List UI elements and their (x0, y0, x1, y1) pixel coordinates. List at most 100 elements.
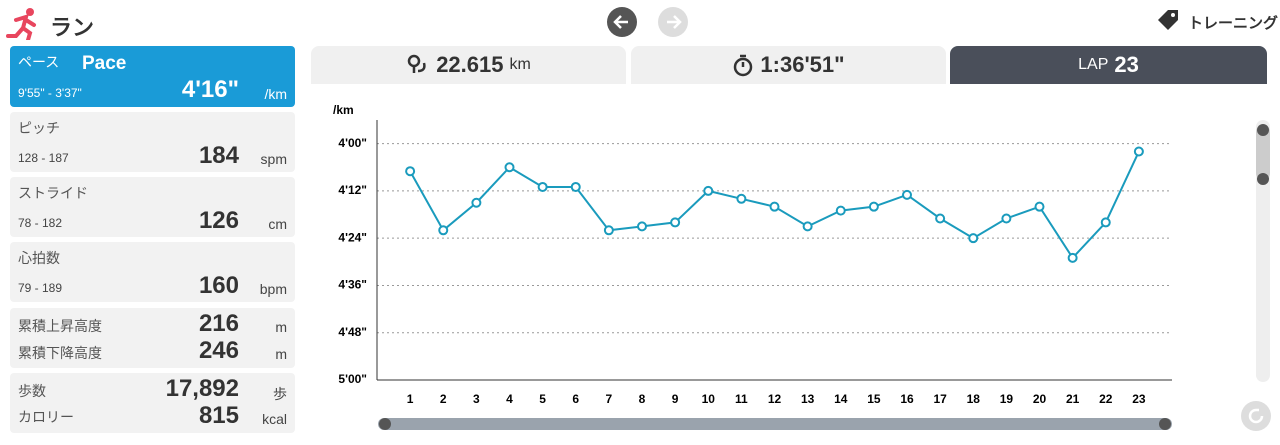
elevation-card: 累積上昇高度 216 m 累積下降高度 246 m (10, 308, 295, 368)
x-tick-label: 14 (834, 392, 848, 406)
pace-point (1001, 213, 1012, 224)
x-tick-label: 20 (1033, 392, 1047, 406)
y-axis-label: /km (333, 103, 354, 117)
stat-value: 126 (198, 207, 239, 234)
pace-point (835, 205, 846, 216)
stat-value: 246 (198, 337, 239, 364)
stat-label: ペース (18, 54, 60, 70)
y-tick-label: 4'36" (338, 278, 367, 292)
page-title: ラン (50, 15, 95, 40)
pace-point (637, 221, 647, 232)
x-tick-label: 1 (407, 392, 414, 406)
x-tick-label: 17 (933, 392, 947, 406)
pace-chart: /km 4'00"4'12"4'24"4'36"4'48"5'00"1 2 3 4 5 6… (333, 103, 1172, 430)
slider-handle[interactable] (1159, 418, 1171, 430)
pace-point (504, 162, 515, 173)
pace-point (802, 221, 813, 232)
stat-value: 160 (198, 272, 239, 299)
x-tick-label: 18 (967, 392, 981, 406)
slider-handle[interactable] (379, 418, 391, 430)
x-tick-label: 5 (539, 392, 546, 406)
pace-point (1133, 146, 1144, 157)
stat-label: 累積下降高度 (18, 345, 102, 361)
x-tick-label: 4 (506, 392, 513, 406)
pace-point (471, 197, 482, 208)
pace-point (769, 201, 780, 212)
pace-point (935, 213, 946, 224)
y-tick-label: 4'48" (338, 325, 367, 339)
pace-point (868, 201, 879, 212)
x-tick-label: 6 (572, 392, 579, 406)
lap-tab[interactable]: LAP 23 (950, 46, 1267, 84)
y-tick-label: 4'00" (338, 136, 367, 150)
training-link[interactable]: トレーニング (1188, 15, 1279, 32)
stat-label: 歩数 (18, 383, 46, 399)
x-tick-label: 13 (801, 392, 815, 406)
x-tick-label: 15 (867, 392, 881, 406)
stat-range: 78 - 182 (18, 216, 63, 230)
stat-label-en: Pace (82, 53, 127, 74)
pace-point (438, 225, 449, 236)
stat-card: 心拍数 79 - 189 160 bpm (10, 242, 295, 302)
range-slider[interactable] (378, 418, 1172, 430)
stat-label: 心拍数 (18, 250, 60, 266)
y-tick-label: 4'24" (338, 230, 367, 244)
stat-unit: 歩 (273, 386, 287, 402)
stat-label: 累積上昇高度 (18, 318, 102, 334)
x-tick-label: 23 (1132, 392, 1146, 406)
stat-label: ピッチ (18, 120, 60, 136)
stat-range: 9'55" - 3'37" (18, 86, 82, 100)
stat-range: 79 - 189 (18, 281, 63, 295)
x-tick-label: 8 (639, 392, 646, 406)
stat-value: 184 (198, 142, 239, 169)
x-tick-label: 19 (1000, 392, 1014, 406)
x-tick-label: 21 (1066, 392, 1080, 406)
pace-point (736, 193, 747, 204)
stat-unit: m (275, 346, 287, 362)
pace-point (670, 217, 681, 228)
pace-point (603, 225, 614, 236)
pace-point (1100, 217, 1111, 228)
x-tick-label: 12 (768, 392, 782, 406)
time-value: 1:36'51" (760, 52, 845, 77)
y-tick-label: 4'12" (338, 183, 367, 197)
stat-card: ストライド 78 - 182 126 cm (10, 177, 295, 237)
lap-label: LAP (1078, 56, 1109, 73)
time-tab[interactable]: 1:36'51" (631, 46, 946, 84)
stat-label: カロリー (18, 409, 74, 425)
x-tick-label: 22 (1099, 392, 1113, 406)
stat-unit: m (275, 319, 287, 335)
distance-tab[interactable]: 22.615 km (311, 46, 626, 84)
x-tick-label: 10 (702, 392, 716, 406)
stat-unit: cm (268, 216, 287, 232)
stat-value: 17,892 (165, 375, 239, 402)
tag-icon (1158, 10, 1178, 30)
distance-unit: km (509, 56, 531, 73)
vertical-slider[interactable] (1254, 120, 1272, 385)
x-tick-label: 16 (900, 392, 914, 406)
pace-point (1034, 201, 1045, 212)
stat-range: 128 - 187 (18, 151, 69, 165)
timer-icon (734, 54, 753, 77)
stat-value: 4'16" (181, 76, 239, 103)
pace-point (537, 181, 548, 192)
stat-unit: bpm (259, 281, 287, 297)
pace-point (703, 185, 714, 196)
x-tick-label: 11 (735, 392, 748, 406)
pace-point (902, 189, 912, 200)
stat-value: 815 (198, 402, 239, 429)
stat-unit: spm (260, 151, 287, 167)
run-icon (6, 8, 36, 40)
x-tick-label: 2 (440, 392, 447, 406)
reset-button[interactable] (1240, 400, 1272, 432)
x-tick-label: 7 (606, 392, 613, 406)
pace-point (570, 181, 581, 192)
activity-card: 歩数 17,892 歩 カロリー 815 kcal (10, 373, 295, 433)
stat-unit: /km (264, 86, 287, 102)
distance-icon (407, 54, 426, 73)
pace-point (405, 166, 416, 177)
x-tick-label: 9 (672, 392, 679, 406)
distance-value: 22.615 (436, 52, 504, 77)
pace-point (1067, 252, 1078, 263)
nav-arrows[interactable] (606, 6, 690, 40)
